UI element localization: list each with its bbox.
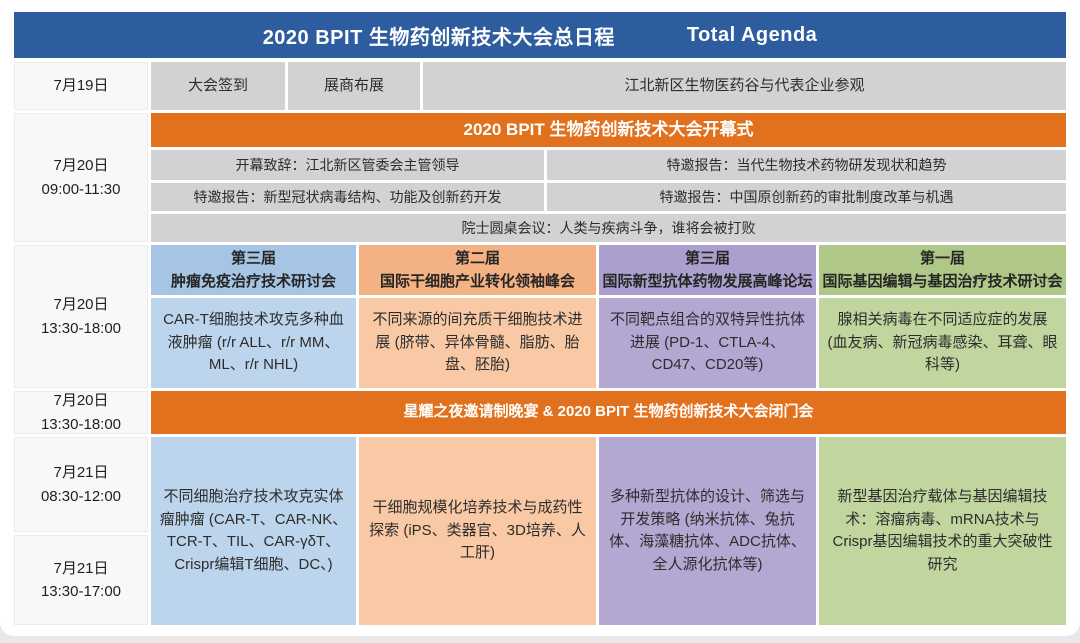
- day2-topic-stemcell: 干细胞规模化培养技术与成药性探索 (iPS、类器官、3D培养、人工肝): [359, 437, 596, 625]
- title-zh: 2020 BPIT 生物药创新技术大会总日程: [262, 26, 615, 49]
- date-label: 7月20日: [53, 296, 109, 314]
- opening-row-1: 开幕致辞：江北新区管委会主管领导 特邀报告：当代生物技术药物研发现状和趋势: [151, 150, 1066, 180]
- title-en: Total Agenda: [686, 23, 818, 46]
- track-title: 国际基因编辑与基因治疗技术研讨会: [822, 273, 1063, 290]
- date-cell-jul21-pm: 7月21日 13:30-17:00: [14, 535, 148, 625]
- exhibitor-setup-cell: 展商布展: [288, 62, 420, 110]
- row-day2-tracks: 7月21日 08:30-12:00 7月21日 13:30-17:00 不同细胞…: [14, 437, 1066, 625]
- opening-banner: 2020 BPIT 生物药创新技术大会开幕式: [151, 113, 1066, 147]
- date-label: 7月20日: [53, 392, 109, 410]
- pm-topic-antibody: 不同靶点组合的双特异性抗体进展 (PD-1、CTLA-4、CD47、CD20等): [599, 298, 816, 388]
- track-title: 国际新型抗体药物发展高峰论坛: [602, 273, 813, 290]
- track-session: 第三届: [684, 249, 730, 267]
- day2-time-column: 7月21日 08:30-12:00 7月21日 13:30-17:00: [14, 437, 148, 625]
- pm-topic-immunotherapy: CAR-T细胞技术攻克多种血液肿瘤 (r/r ALL、r/r MM、ML、r/r…: [151, 298, 356, 388]
- opening-content: 2020 BPIT 生物药创新技术大会开幕式 开幕致辞：江北新区管委会主管领导 …: [151, 113, 1066, 242]
- date-label: 7月21日: [53, 464, 109, 482]
- track-title: 肿瘤免疫治疗技术研讨会: [170, 273, 336, 290]
- time-label: 13:30-18:00: [40, 415, 122, 433]
- day2-topics: 不同细胞治疗技术攻克实体瘤肿瘤 (CAR-T、CAR-NK、TCR-T、TIL、…: [151, 437, 1066, 625]
- track-session: 第三届: [230, 249, 276, 267]
- time-label: 13:30-18:00: [40, 319, 122, 337]
- track-header-stemcell: 第二届 国际干细胞产业转化领袖峰会: [359, 245, 596, 295]
- track-header-antibody: 第三届 国际新型抗体药物发展高峰论坛: [599, 245, 816, 295]
- keynote-2-cell: 特邀报告：新型冠状病毒结构、功能及创新药开发: [151, 183, 544, 211]
- tour-cell: 江北新区生物医药谷与代表企业参观: [423, 62, 1066, 110]
- keynote-1-cell: 特邀报告：当代生物技术药物研发现状和趋势: [547, 150, 1066, 180]
- track-session: 第二届: [454, 249, 500, 267]
- agenda-table: 2020 BPIT 生物药创新技术大会总日程 Total Agenda 7月19…: [14, 12, 1066, 625]
- track-header-geneediting: 第一届 国际基因编辑与基因治疗技术研讨会: [819, 245, 1066, 295]
- day2-topic-antibody: 多种新型抗体的设计、筛选与开发策略 (纳米抗体、兔抗体、海藻糖抗体、ADC抗体、…: [599, 437, 816, 625]
- row-day1: 7月19日 大会签到 展商布展 江北新区生物医药谷与代表企业参观: [14, 62, 1066, 110]
- date-cell-jul20-pm: 7月20日 13:30-18:00: [14, 245, 148, 388]
- row-opening-ceremony: 7月20日 09:00-11:30 2020 BPIT 生物药创新技术大会开幕式…: [14, 113, 1066, 242]
- track-pm-topics: CAR-T细胞技术攻克多种血液肿瘤 (r/r ALL、r/r MM、ML、r/r…: [151, 298, 1066, 388]
- day2-topic-immunotherapy: 不同细胞治疗技术攻克实体瘤肿瘤 (CAR-T、CAR-NK、TCR-T、TIL、…: [151, 437, 356, 625]
- track-session: 第一届: [919, 249, 965, 267]
- tracks-content: 第三届 肿瘤免疫治疗技术研讨会 第二届 国际干细胞产业转化领袖峰会 第三届 国际…: [151, 245, 1066, 388]
- keynote-3-cell: 特邀报告：中国原创新药的审批制度改革与机遇: [547, 183, 1066, 211]
- pm-topic-stemcell: 不同来源的间充质干细胞技术进展 (脐带、异体骨髓、脂肪、胎盘、胚胎): [359, 298, 596, 388]
- date-cell-banquet: 7月20日 13:30-18:00: [14, 391, 148, 434]
- date-label: 7月20日: [53, 157, 109, 175]
- registration-cell: 大会签到: [151, 62, 285, 110]
- date-label: 7月21日: [53, 559, 109, 577]
- roundtable-cell: 院士圆桌会议：人类与疾病斗争，谁将会被打败: [151, 214, 1066, 242]
- pm-topic-geneediting: 腺相关病毒在不同适应症的发展 (血友病、新冠病毒感染、耳聋、眼科等): [819, 298, 1066, 388]
- time-label: 13:30-17:00: [40, 583, 122, 600]
- track-header-immunotherapy: 第三届 肿瘤免疫治疗技术研讨会: [151, 245, 356, 295]
- date-label: 7月19日: [53, 77, 109, 95]
- opening-row-3: 院士圆桌会议：人类与疾病斗争，谁将会被打败: [151, 214, 1066, 242]
- time-label: 08:30-12:00: [40, 487, 122, 505]
- track-title: 国际干细胞产业转化领袖峰会: [379, 273, 575, 290]
- track-headers: 第三届 肿瘤免疫治疗技术研讨会 第二届 国际干细胞产业转化领袖峰会 第三届 国际…: [151, 245, 1066, 295]
- date-cell-jul21-am: 7月21日 08:30-12:00: [14, 437, 148, 532]
- row-banquet: 7月20日 13:30-18:00 星耀之夜邀请制晚宴 & 2020 BPIT …: [14, 391, 1066, 434]
- title-bar: 2020 BPIT 生物药创新技术大会总日程 Total Agenda: [14, 12, 1066, 58]
- opening-row-2: 特邀报告：新型冠状病毒结构、功能及创新药开发 特邀报告：中国原创新药的审批制度改…: [151, 183, 1066, 211]
- time-label: 09:00-11:30: [41, 180, 121, 198]
- day2-topic-geneediting: 新型基因治疗载体与基因编辑技术：溶瘤病毒、mRNA技术与Crispr基因编辑技术…: [819, 437, 1066, 625]
- opening-speech-cell: 开幕致辞：江北新区管委会主管领导: [151, 150, 544, 180]
- banquet-banner: 星耀之夜邀请制晚宴 & 2020 BPIT 生物药创新技术大会闭门会: [151, 391, 1066, 434]
- row-afternoon-tracks: 7月20日 13:30-18:00 第三届 肿瘤免疫治疗技术研讨会 第二届 国际…: [14, 245, 1066, 388]
- date-cell-jul19: 7月19日: [14, 62, 148, 110]
- date-cell-jul20-am: 7月20日 09:00-11:30: [14, 113, 148, 242]
